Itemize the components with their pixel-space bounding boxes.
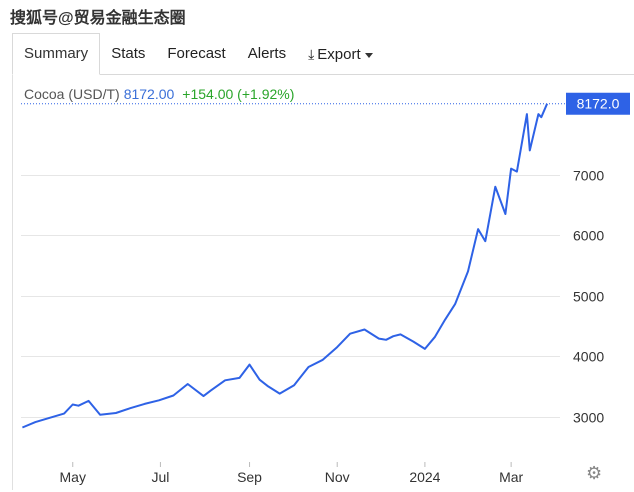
y-tick-label: 5000 [573, 289, 604, 305]
x-tick-label: May [60, 469, 86, 485]
chart-frame [12, 75, 634, 490]
tab-stats[interactable]: Stats [111, 45, 146, 62]
tab-alerts[interactable]: Alerts [247, 45, 287, 62]
x-tick-label: Jul [151, 469, 169, 485]
x-tick-label: Nov [325, 469, 350, 485]
price-change: +154.00 (+1.92%) [182, 86, 295, 102]
tab-summary[interactable]: Summary [12, 33, 101, 75]
symbol-label: Cocoa (USD/T) [24, 86, 120, 102]
tab-forecast[interactable]: Forecast [167, 45, 226, 62]
tab-export[interactable]: ⤓ Export [297, 34, 384, 74]
y-tick-label: 6000 [573, 228, 604, 244]
last-value-badge [566, 92, 630, 115]
x-tick-label: 2024 [409, 469, 440, 485]
series-line [22, 103, 549, 429]
export-label: Export [317, 46, 361, 63]
watermark: 搜狐号@贸易金融生态圈 [10, 10, 186, 27]
price-value: 8172.00 [123, 86, 175, 102]
tab-bar: Summary Stats Forecast Alerts ⤓ Export [12, 33, 634, 75]
gear-icon[interactable]: ⚙ [586, 463, 603, 483]
y-tick-label: 3000 [573, 410, 604, 426]
caret-down-icon [364, 52, 373, 58]
y-tick-label: 7000 [573, 168, 604, 184]
download-icon: ⤓ [308, 46, 315, 62]
quote-header: Cocoa (USD/T) 8172.00 +154.00 (+1.92%) [24, 86, 294, 102]
x-tick-label: Mar [499, 469, 523, 485]
y-tick-label: 4000 [573, 349, 604, 365]
x-tick-label: Sep [237, 469, 262, 485]
last-value-label: 8172.0 [577, 96, 620, 112]
